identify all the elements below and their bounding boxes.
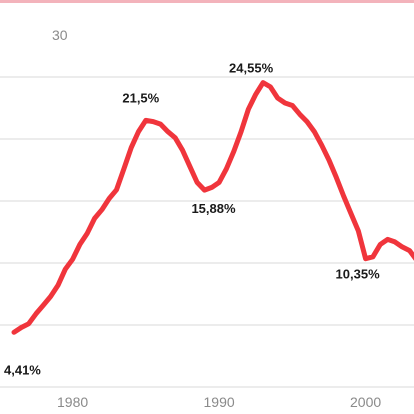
x-tick-labels: 1980 1990 2000: [57, 394, 381, 410]
x-tick-label: 1980: [57, 394, 88, 410]
gridlines: [0, 76, 414, 388]
data-label: 24,55%: [229, 61, 274, 76]
x-tick-label: 2000: [350, 394, 381, 410]
x-tick-label: 1990: [204, 394, 235, 410]
y-tick-label: 30: [52, 27, 68, 43]
data-label: 15,88%: [191, 201, 236, 216]
data-label: 4,41%: [4, 362, 41, 377]
data-label: 21,5%: [122, 90, 159, 105]
series-group: [11, 80, 414, 335]
data-label: 10,35%: [336, 267, 381, 282]
data-labels: 4,41%21,5%15,88%24,55%10,35%8,0: [4, 61, 381, 378]
series-line: [11, 80, 414, 335]
chart-top-border: [0, 0, 414, 3]
